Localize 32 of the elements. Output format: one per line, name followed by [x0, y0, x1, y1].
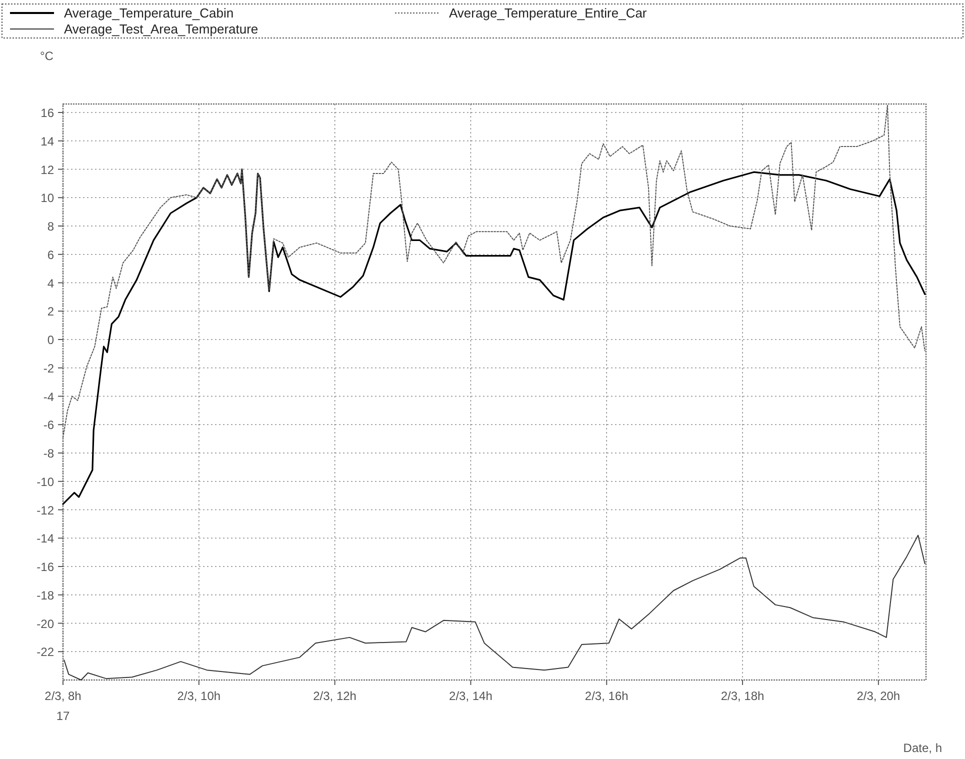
y-tick-label: -2 [43, 361, 54, 376]
y-tick-label: -12 [36, 503, 54, 518]
x-tick-label: 2/3, 12h [313, 689, 356, 703]
x-tick-label: 2/3, 18h [720, 689, 764, 703]
legend-label: Average_Test_Area_Temperature [64, 22, 258, 36]
x-tick-label: 2/3, 14h [449, 689, 492, 703]
y-axis-title: °C [40, 49, 54, 63]
y-tick-label: 16 [40, 106, 54, 120]
legend-label: Average_Temperature_Cabin [64, 6, 234, 20]
y-tick-label: 10 [40, 191, 54, 206]
legend-label: Average_Temperature_Entire_Car [449, 6, 648, 20]
x-tick-label: 2/3, 16h [584, 689, 628, 703]
y-tick-label: -4 [43, 390, 54, 404]
x-tick-label: 2/3, 8h 17 [44, 689, 82, 723]
y-tick-label: 12 [40, 162, 54, 177]
y-tick-label: -16 [36, 560, 54, 574]
y-tick-label: 6 [47, 248, 54, 262]
y-tick-label: 2 [47, 304, 54, 319]
x-tick-label: 2/3, 10h [177, 689, 221, 703]
y-tick-label: -18 [36, 588, 54, 602]
y-tick-label: 4 [47, 276, 54, 290]
y-tick-label: -20 [36, 616, 54, 631]
y-tick-label: 14 [40, 134, 54, 148]
y-tick-label: -6 [43, 418, 54, 432]
y-tick-label: 8 [47, 220, 54, 234]
x-axis-title: Date, h [903, 741, 942, 755]
y-tick-label: -22 [36, 645, 54, 660]
y-tick-label: -14 [36, 532, 54, 546]
y-tick-label: -8 [43, 446, 54, 461]
y-tick-label: -10 [36, 474, 54, 489]
y-tick-label: 0 [47, 333, 54, 348]
x-tick-label: 2/3, 20h [856, 689, 900, 703]
